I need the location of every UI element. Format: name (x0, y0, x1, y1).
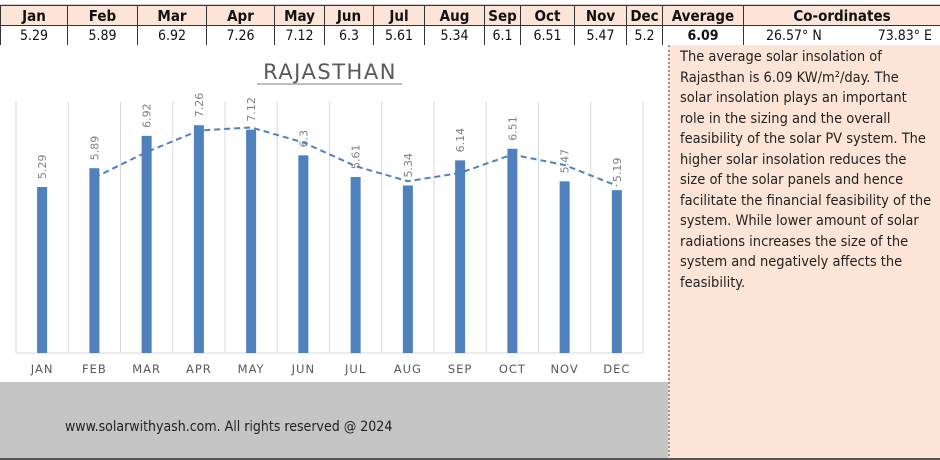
month-label: FEB (82, 362, 107, 376)
header-oct[interactable]: Oct (520, 5, 575, 26)
coordinates-value[interactable]: 26.57° N 73.83° E (743, 25, 940, 46)
bar-dec (611, 190, 622, 353)
bar-may (246, 129, 257, 353)
average-value[interactable]: 6.09 (662, 25, 744, 46)
chart-area[interactable] (0, 45, 668, 382)
header-jul[interactable]: Jul (373, 5, 425, 26)
data-label: 7.12 (245, 97, 258, 122)
data-label: 6.3 (297, 130, 310, 148)
month-label: MAR (132, 362, 161, 376)
value-feb[interactable]: 5.89 (67, 25, 138, 46)
value-may[interactable]: 7.12 (274, 25, 325, 46)
value-aug[interactable]: 5.34 (424, 25, 485, 46)
header-dec[interactable]: Dec (626, 5, 663, 26)
header-feb[interactable]: Feb (67, 5, 138, 26)
month-label: APR (186, 362, 212, 376)
insolation-bar-chart: RAJASTHAN 5.29 JAN 5.89 FEB 6.92 MAR 7.26 APR 7.1… (15, 60, 644, 376)
month-label: OCT (499, 362, 526, 376)
value-apr[interactable]: 7.26 (206, 25, 275, 46)
monthly-insolation-table: Jan Feb Mar Apr May Jun Jul Aug Sep Oct Nov Dec Aver… (0, 5, 940, 46)
header-co-ordinates[interactable]: Co-ordinates (743, 5, 940, 26)
month-label: JUN (291, 362, 315, 376)
header-average[interactable]: Average (662, 5, 744, 26)
header-mar[interactable]: Mar (137, 5, 207, 26)
value-nov[interactable]: 5.47 (574, 25, 627, 46)
bar-oct (507, 148, 518, 353)
value-sep[interactable]: 6.1 (484, 25, 521, 46)
header-apr[interactable]: Apr (206, 5, 275, 26)
description-text: The average solar insolation of Rajastha… (680, 49, 932, 291)
longitude: 73.83° E (877, 27, 932, 44)
spreadsheet-top-row (0, 0, 940, 5)
bar-jul (350, 176, 361, 353)
header-sep[interactable]: Sep (484, 5, 521, 26)
data-label: 5.29 (36, 155, 49, 180)
value-oct[interactable]: 6.51 (520, 25, 575, 46)
data-label: 5.47 (559, 149, 572, 174)
value-mar[interactable]: 6.92 (137, 25, 207, 46)
header-jun[interactable]: Jun (324, 5, 374, 26)
value-jul[interactable]: 5.61 (373, 25, 425, 46)
month-label: DEC (603, 362, 630, 376)
header-nov[interactable]: Nov (574, 5, 627, 26)
value-dec[interactable]: 5.2 (626, 25, 663, 46)
value-row: 5.29 5.89 6.92 7.26 7.12 6.3 5.61 5.34 6.1 6.51 5.… (0, 25, 940, 46)
bar-feb (89, 168, 100, 353)
moving-average-trendline (93, 126, 618, 187)
month-label: JUL (344, 362, 366, 376)
header-jan[interactable]: Jan (0, 5, 68, 26)
data-label: 5.19 (611, 158, 624, 183)
month-label: JAN (30, 362, 54, 376)
value-jan[interactable]: 5.29 (0, 25, 68, 46)
data-label: 5.34 (402, 153, 415, 178)
month-label: MAY (238, 362, 265, 376)
latitude: 26.57° N (766, 27, 822, 44)
bar-jan (37, 187, 48, 353)
bar-mar (141, 135, 152, 353)
data-label: 5.61 (350, 144, 363, 169)
footer-copyright: www.solarwithyash.com. All rights reserv… (65, 419, 393, 435)
month-label: AUG (394, 362, 422, 376)
bar-aug (402, 185, 413, 353)
value-jun[interactable]: 6.3 (324, 25, 374, 46)
header-may[interactable]: May (274, 5, 325, 26)
bar-apr (193, 125, 204, 353)
month-label: SEP (448, 362, 473, 376)
bar-sep (455, 160, 466, 353)
data-label: 5.89 (88, 136, 101, 161)
data-label: 6.14 (454, 128, 467, 153)
description-panel: The average solar insolation of Rajastha… (668, 45, 940, 460)
bar-jun (298, 155, 309, 353)
bar-nov (559, 181, 570, 353)
month-label: NOV (550, 362, 578, 376)
bottom-border (0, 458, 940, 460)
data-label: 7.26 (193, 93, 206, 118)
data-label: 6.51 (506, 116, 519, 141)
header-aug[interactable]: Aug (424, 5, 485, 26)
footer-background (0, 382, 668, 458)
chart-title: RAJASTHAN (263, 60, 397, 84)
data-label: 6.92 (141, 103, 154, 128)
header-row: Jan Feb Mar Apr May Jun Jul Aug Sep Oct Nov Dec Aver… (0, 5, 940, 26)
